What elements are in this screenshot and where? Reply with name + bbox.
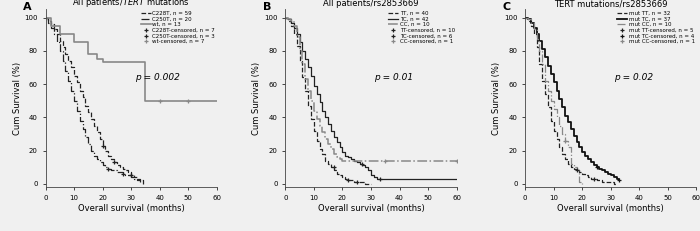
Text: B: B	[263, 2, 272, 12]
X-axis label: Overall survival (months): Overall survival (months)	[78, 204, 185, 213]
Title: All patients/rs2853669: All patients/rs2853669	[323, 0, 419, 9]
Y-axis label: Cum Survival (%): Cum Survival (%)	[492, 62, 501, 135]
Title: TERT mutations/rs2853669: TERT mutations/rs2853669	[554, 0, 668, 9]
Text: p = 0.02: p = 0.02	[615, 73, 653, 82]
Text: A: A	[23, 2, 32, 12]
Y-axis label: Cum Survival (%): Cum Survival (%)	[13, 62, 22, 135]
Title: All patients/$\it{TERT}$ mutations: All patients/$\it{TERT}$ mutations	[72, 0, 190, 9]
Y-axis label: Cum Survival (%): Cum Survival (%)	[253, 62, 261, 135]
Text: p = 0.002: p = 0.002	[134, 73, 179, 82]
Legend: C228T, n = 59, C250T, n = 20, wt, n = 13, C228T-censored, n = 7, C250T-censored,: C228T, n = 59, C250T, n = 20, wt, n = 13…	[139, 10, 216, 45]
Legend: TT, n = 40, TC, n = 42, CC, n = 10, TT-censored, n = 10, TC-censored, n = 6, CC-: TT, n = 40, TC, n = 42, CC, n = 10, TT-c…	[387, 10, 456, 45]
X-axis label: Overall survival (months): Overall survival (months)	[318, 204, 424, 213]
Text: p = 0.01: p = 0.01	[374, 73, 414, 82]
Text: C: C	[503, 2, 511, 12]
Legend: mut TT, n = 32, mut TC, n = 37, mut CC, n = 10, mut TT-censored, n = 5, mut TC-c: mut TT, n = 32, mut TC, n = 37, mut CC, …	[616, 10, 696, 45]
X-axis label: Overall survival (months): Overall survival (months)	[557, 204, 664, 213]
